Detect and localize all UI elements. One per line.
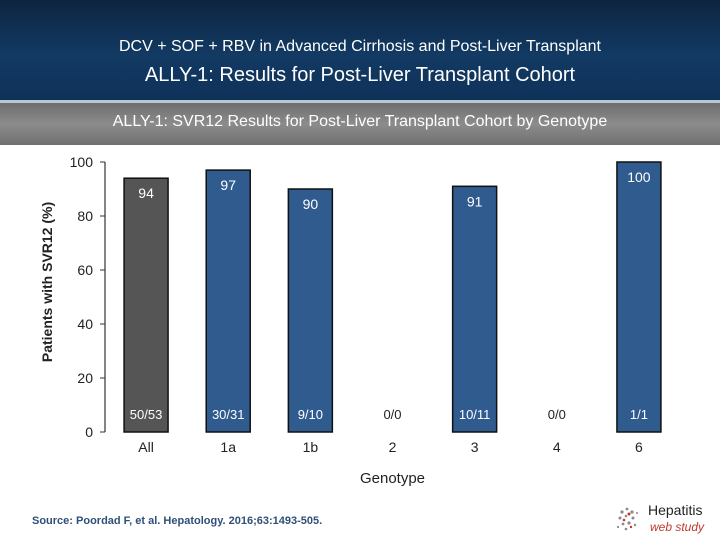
x-axis-title: Genotype [360,470,425,487]
logo-title: Hepatitis [648,502,703,518]
x-tick-label: 2 [389,439,397,455]
bar-count-label: 1/1 [630,407,648,422]
bar-value-label: 91 [467,193,483,209]
slide-title: ALLY-1: Results for Post-Liver Transplan… [144,64,576,86]
x-tick-label: 1a [220,439,236,455]
hepatitis-logo-icon [616,507,638,531]
y-tick-label: 0 [85,424,93,440]
chart-subtitle: ALLY-1: SVR12 Results for Post-Liver Tra… [112,113,608,130]
x-tick-label: 3 [471,439,479,455]
bar-count-label: 50/53 [130,407,163,422]
header-band [0,0,720,100]
x-tick-label: All [138,439,154,455]
x-tick-label: 1b [303,439,319,455]
source-citation: Source: Poordad F, et al. Hepatology. 20… [32,515,323,527]
bar-count-label: 0/0 [548,407,566,422]
x-tick-label: 4 [553,439,561,455]
bar-1a [205,169,251,433]
subtitle-band [0,103,720,145]
bar-6 [616,161,662,433]
bar-count-label: 10/11 [459,407,491,422]
bar-value-label: 90 [303,196,319,212]
y-tick-label: 100 [70,154,94,170]
y-tick-label: 40 [77,316,93,332]
bar-count-label: 30/31 [212,407,245,422]
x-tick-label: 6 [635,439,643,455]
y-tick-label: 80 [77,208,93,224]
bar-1b [287,188,334,433]
header-rule [0,100,720,103]
header-supertitle: DCV + SOF + RBV in Advanced Cirrhosis an… [119,38,601,55]
y-tick-label: 20 [77,370,93,386]
bar-value-label: 100 [627,169,651,185]
bar-value-label: 94 [138,185,154,201]
bar-All [123,177,169,433]
bar-count-label: 0/0 [383,407,401,422]
y-axis-title: Patients with SVR12 (%) [39,202,55,362]
logo-subtitle: web study [650,520,705,534]
y-tick-label: 60 [77,262,93,278]
bar-value-label: 97 [220,177,236,193]
bar-3 [451,185,498,433]
bar-count-label: 9/10 [298,407,323,422]
